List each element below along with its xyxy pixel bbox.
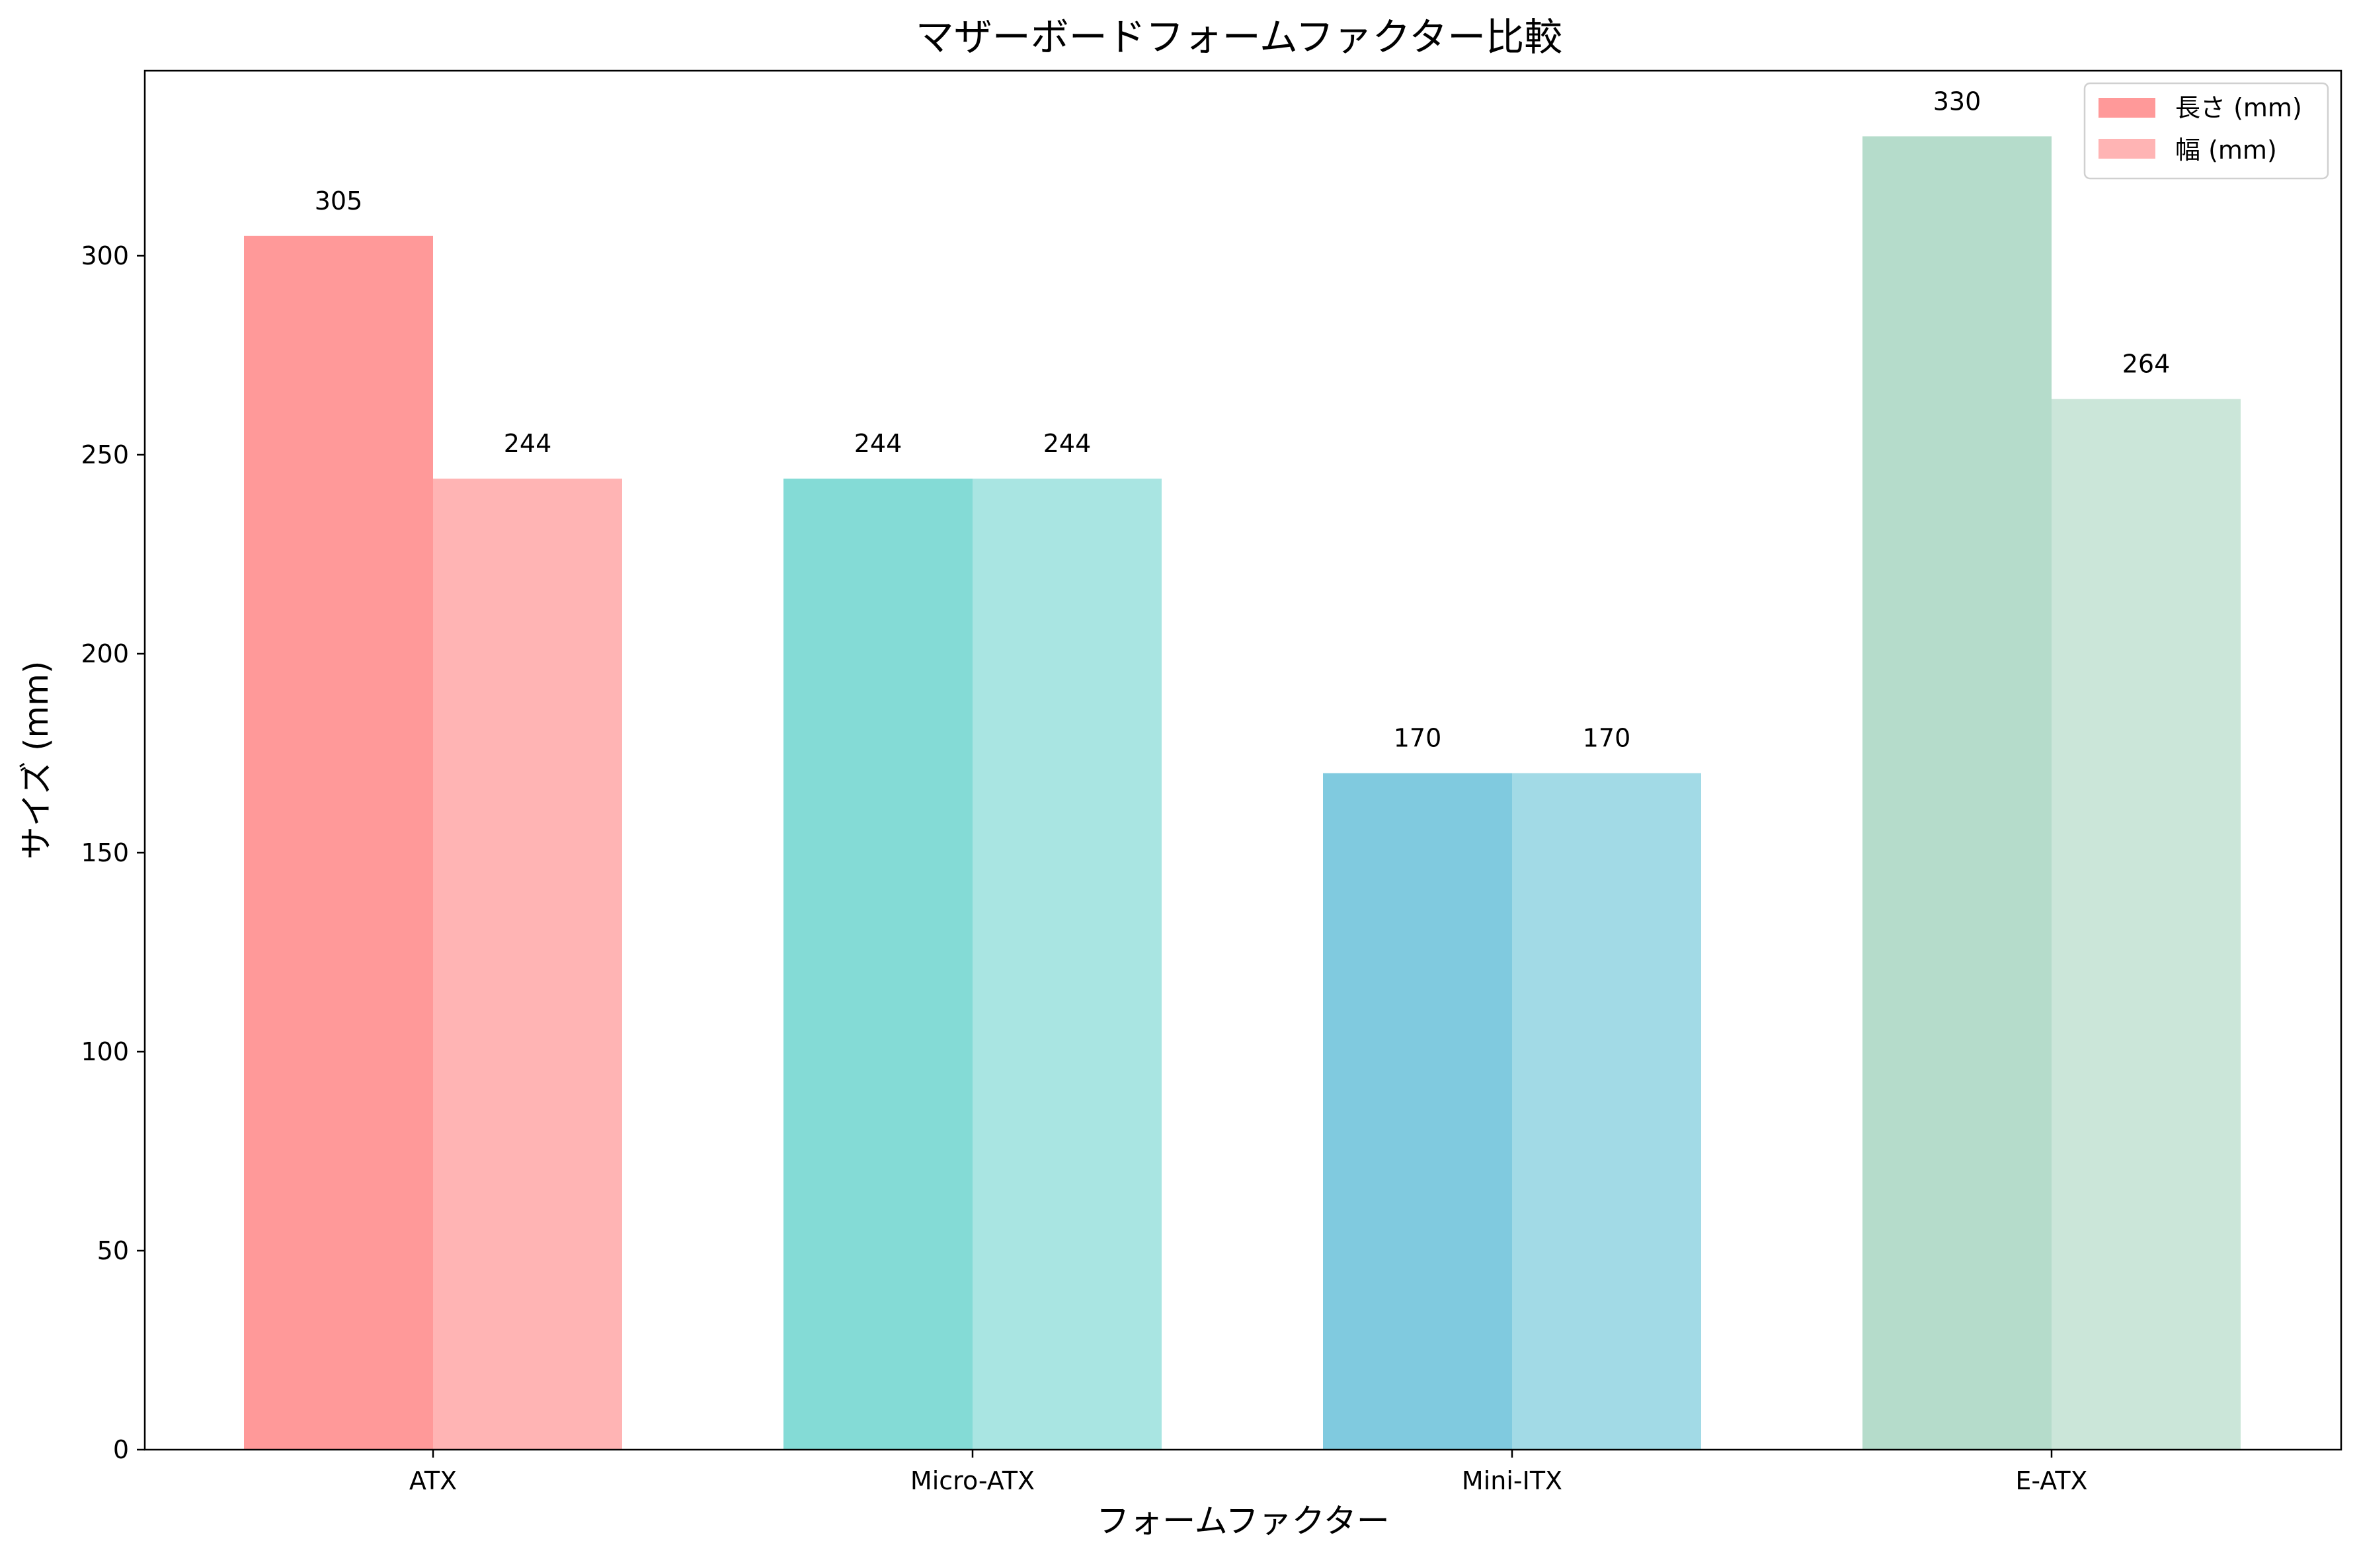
- data-label-length-atx: 305: [315, 186, 363, 216]
- legend-swatch-length: [2099, 98, 2155, 118]
- legend-swatch-width: [2099, 139, 2155, 159]
- x-tick-label-mini-itx: Mini-ITX: [1462, 1466, 1562, 1495]
- legend-label-length: 長さ (mm): [2175, 93, 2302, 122]
- chart-title: マザーボードフォームファクター比較: [916, 15, 1562, 59]
- data-label-width-atx: 244: [504, 429, 552, 458]
- data-label-width-e-atx: 264: [2122, 350, 2171, 379]
- data-label-length-micro-atx: 244: [854, 429, 902, 458]
- x-axis-label: フォームファクター: [1096, 1502, 1390, 1540]
- y-tick-label: 0: [113, 1435, 129, 1464]
- bar-width-e-atx: [2052, 399, 2241, 1450]
- y-axis-label: サイズ (mm): [17, 661, 56, 860]
- bar-length-mini-itx: [1323, 773, 1512, 1450]
- data-label-width-mini-itx: 170: [1583, 724, 1631, 753]
- y-tick-label: 50: [97, 1236, 129, 1265]
- y-tick-label: 300: [81, 241, 129, 270]
- data-label-length-mini-itx: 170: [1394, 724, 1442, 753]
- x-tick-label-atx: ATX: [409, 1466, 457, 1495]
- bar-width-micro-atx: [973, 479, 1162, 1450]
- bar-width-mini-itx: [1512, 773, 1701, 1450]
- data-label-length-e-atx: 330: [1933, 87, 1981, 116]
- y-tick-label: 250: [81, 440, 129, 469]
- bar-length-e-atx: [1862, 136, 2052, 1450]
- legend: 長さ (mm) 幅 (mm): [2083, 82, 2329, 180]
- y-tick-label: 100: [81, 1037, 129, 1066]
- plot-frame: [143, 69, 2342, 1451]
- data-label-width-micro-atx: 244: [1043, 429, 1092, 458]
- y-tick-label: 150: [81, 838, 129, 867]
- bar-length-micro-atx: [783, 479, 973, 1450]
- x-tick-label-e-atx: E-ATX: [2015, 1466, 2087, 1495]
- legend-label-width: 幅 (mm): [2175, 136, 2277, 165]
- data-labels-group: 305 244 244 244 170 170 330 264: [315, 87, 2171, 752]
- x-axis: ATX Micro-ATX Mini-ITX E-ATX: [409, 1450, 2088, 1495]
- y-axis: 0 50 100 150 200 250 300: [81, 241, 145, 1464]
- bar-width-atx: [433, 479, 622, 1450]
- bar-length-atx: [244, 235, 433, 1450]
- x-tick-label-micro-atx: Micro-ATX: [910, 1466, 1035, 1495]
- bars-group: [244, 136, 2241, 1450]
- y-tick-label: 200: [81, 639, 129, 668]
